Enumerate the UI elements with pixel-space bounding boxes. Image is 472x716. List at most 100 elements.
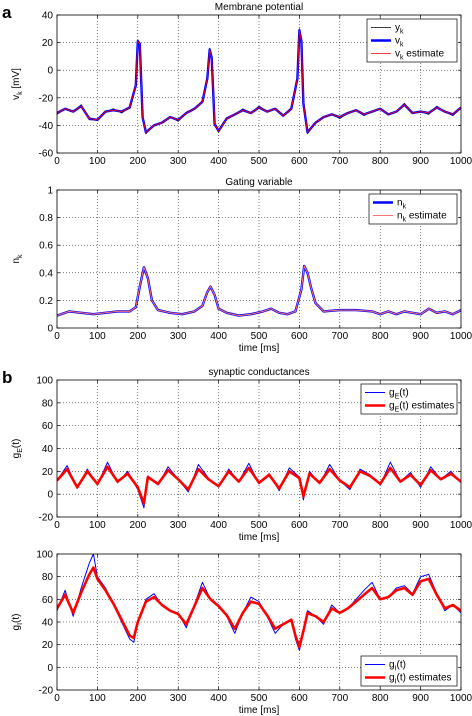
y-tick-label: 0 bbox=[47, 324, 53, 335]
chart-title: Gating variable bbox=[225, 177, 293, 188]
legend-label: vk bbox=[395, 36, 404, 49]
y-axis-label: gI(t) bbox=[11, 614, 24, 631]
x-tick-label: 300 bbox=[170, 156, 187, 167]
y-axis-label-text: vk [mV] bbox=[11, 68, 24, 100]
x-tick-label: 500 bbox=[251, 693, 268, 704]
legend-label: gE(t) estimates bbox=[389, 401, 454, 414]
x-tick-label: 0 bbox=[54, 693, 60, 704]
x-tick-label: 1000 bbox=[450, 693, 472, 704]
x-tick-label: 100 bbox=[89, 156, 106, 167]
y-tick-label: 0 bbox=[47, 663, 53, 674]
x-tick-label: 0 bbox=[54, 156, 60, 167]
legend-label: gI(t) estimates bbox=[389, 673, 452, 686]
axes-frame bbox=[56, 189, 462, 329]
x-tick-label: 700 bbox=[331, 331, 348, 342]
y-tick-label: 60 bbox=[42, 421, 54, 432]
chart-panel-3: 0 100 200 300 400 500 600 700 800 900 1000-2002040… bbox=[11, 367, 472, 543]
y-tick-label: 40 bbox=[42, 444, 54, 455]
series-line-3 bbox=[57, 29, 461, 133]
x-tick-label: 300 bbox=[170, 693, 187, 704]
y-tick-label: -40 bbox=[39, 121, 54, 132]
legend-box bbox=[360, 655, 458, 687]
x-tick-label: 600 bbox=[291, 693, 308, 704]
series-group bbox=[57, 554, 461, 651]
x-tick-label: 900 bbox=[412, 520, 429, 531]
series-line-2 bbox=[57, 265, 461, 317]
legend-label: yk bbox=[395, 23, 404, 36]
x-tick-label: 200 bbox=[129, 693, 146, 704]
chart-panel-2: 0 100 200 300 400 500 600 700 800 900 1000 0 0.2 0.4 0… bbox=[11, 177, 472, 354]
x-tick-label: 700 bbox=[331, 693, 348, 704]
x-tick-label: 1000 bbox=[450, 331, 472, 342]
x-tick-label: 300 bbox=[170, 520, 187, 531]
chart-panel-4: 0 100 200 300 400 500 600 700 800 900 1000-2002040… bbox=[11, 550, 472, 716]
y-tick-label: 0.2 bbox=[39, 296, 53, 307]
x-tick-label: 100 bbox=[89, 693, 106, 704]
chart-panel-1: 0 100 200 300 400 500 600 700 800 900 1000 -60 -40 -2… bbox=[11, 2, 472, 167]
x-tick-label: 300 bbox=[170, 331, 187, 342]
x-tick-label: 600 bbox=[291, 520, 308, 531]
x-tick-label: 900 bbox=[412, 156, 429, 167]
x-tick-label: 400 bbox=[210, 156, 227, 167]
x-tick-label: 800 bbox=[372, 331, 389, 342]
x-tick-label: 700 bbox=[331, 520, 348, 531]
y-tick-label: 100 bbox=[36, 550, 53, 561]
x-tick-label: 700 bbox=[331, 156, 348, 167]
x-axis-label: time [ms] bbox=[239, 532, 280, 543]
y-tick-label: 20 bbox=[42, 38, 54, 49]
x-tick-label: 800 bbox=[372, 693, 389, 704]
y-tick-label: 0 bbox=[47, 490, 53, 501]
y-tick-label: 80 bbox=[42, 398, 54, 409]
x-axis-label: time [ms] bbox=[239, 705, 280, 716]
axes-frame bbox=[56, 553, 462, 691]
x-tick-label: 500 bbox=[251, 156, 268, 167]
y-tick-label: -20 bbox=[39, 93, 54, 104]
y-axis-label-text: gE(t) bbox=[11, 439, 24, 459]
y-tick-label: -20 bbox=[39, 686, 54, 697]
series-group bbox=[57, 28, 461, 135]
series-line-2 bbox=[57, 465, 461, 505]
x-tick-label: 600 bbox=[291, 156, 308, 167]
x-tick-label: 400 bbox=[210, 693, 227, 704]
x-tick-label: 200 bbox=[129, 331, 146, 342]
legend-label: vk estimate bbox=[395, 49, 445, 62]
legend-label: nk bbox=[397, 198, 407, 211]
y-tick-label: 100 bbox=[36, 376, 53, 387]
x-tick-label: 400 bbox=[210, 520, 227, 531]
y-axis-label-text: nk bbox=[11, 254, 24, 264]
x-tick-label: 0 bbox=[54, 331, 60, 342]
axes-frame bbox=[56, 14, 462, 154]
y-tick-label: 0.8 bbox=[39, 213, 53, 224]
y-tick-label: -20 bbox=[39, 513, 54, 524]
legend-label: gI(t) bbox=[389, 660, 406, 673]
y-tick-label: 40 bbox=[42, 618, 54, 629]
y-tick-label: 0.4 bbox=[39, 268, 53, 279]
series-group bbox=[57, 264, 461, 317]
x-tick-label: 600 bbox=[291, 331, 308, 342]
y-tick-label: 20 bbox=[42, 640, 54, 651]
x-tick-label: 100 bbox=[89, 520, 106, 531]
y-tick-label: 40 bbox=[42, 11, 54, 22]
series-group bbox=[57, 461, 461, 509]
y-tick-label: 1 bbox=[47, 186, 53, 197]
x-tick-label: 1000 bbox=[450, 156, 472, 167]
x-tick-label: 900 bbox=[412, 693, 429, 704]
series-line-2 bbox=[57, 566, 461, 649]
x-tick-label: 500 bbox=[251, 331, 268, 342]
panel-label-a: a bbox=[2, 3, 12, 22]
y-tick-label: 80 bbox=[42, 572, 54, 583]
panel-label-b: b bbox=[2, 368, 12, 387]
x-tick-label: 100 bbox=[89, 331, 106, 342]
x-tick-label: 400 bbox=[210, 331, 227, 342]
y-axis-label: gE(t) bbox=[11, 439, 24, 459]
y-tick-label: -60 bbox=[39, 149, 54, 160]
y-tick-label: 60 bbox=[42, 595, 54, 606]
x-tick-label: 800 bbox=[372, 520, 389, 531]
x-tick-label: 500 bbox=[251, 520, 268, 531]
x-tick-label: 800 bbox=[372, 156, 389, 167]
y-axis-label-text: gI(t) bbox=[11, 614, 24, 631]
x-tick-label: 200 bbox=[129, 156, 146, 167]
x-tick-label: 900 bbox=[412, 331, 429, 342]
